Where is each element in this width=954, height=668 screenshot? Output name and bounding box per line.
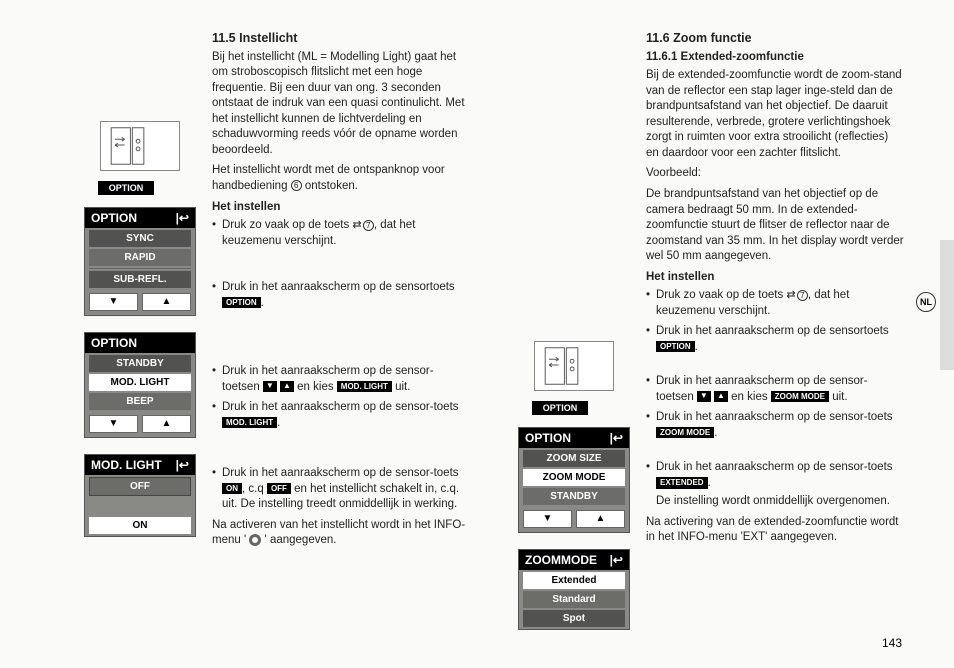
nav-up-icon: ▲ xyxy=(576,510,625,528)
menu-option-2: OPTION STANDBY MOD. LIGHT BEEP ▼ ▲ xyxy=(84,332,196,438)
up-arrow-icon: ▲ xyxy=(280,381,294,392)
menu-title-text: OPTION xyxy=(91,336,137,350)
example-label: Voorbeeld: xyxy=(646,166,904,182)
step-5: Druk in het aanraakscherm op de sensor-t… xyxy=(646,460,904,510)
menu-item-selected: MOD. LIGHT xyxy=(89,374,191,391)
menu-title: OPTION xyxy=(85,333,195,353)
setting-heading: Het instellen xyxy=(646,270,904,286)
right-text: 11.6 Zoom functie 11.6.1 Extended-zoomfu… xyxy=(646,30,904,648)
extended-badge: EXTENDED xyxy=(656,477,708,489)
menu-nav: ▼ ▲ xyxy=(85,412,195,437)
step-2: Druk in het aanraakscherm op de sensorto… xyxy=(212,280,470,311)
step-4: Druk in het aanraakscherm op de sensor-t… xyxy=(646,410,904,441)
menu-item: ZOOM SIZE xyxy=(523,450,625,467)
modlight-badge: MOD. LIGHT xyxy=(222,417,277,429)
nav-down-icon: ▼ xyxy=(89,415,138,433)
modlight-badge: MOD. LIGHT xyxy=(337,381,392,393)
flash-device-illustration xyxy=(534,341,614,391)
left-text: 11.5 Instellicht Bij het instellicht (ML… xyxy=(212,30,470,648)
menu-title-text: MOD. LIGHT xyxy=(91,458,162,472)
ref-7-icon: 7 xyxy=(363,220,374,231)
step-5-post: De instelling wordt onmiddellijk overgen… xyxy=(656,494,904,510)
page-number: 143 xyxy=(882,636,902,650)
example-text: De brandpuntsafstand van het objectief o… xyxy=(646,187,904,265)
menu-nav: ▼ ▲ xyxy=(85,290,195,315)
menu-modlight: MOD. LIGHT |↩ OFF ON xyxy=(84,454,196,537)
menu-title: ZOOMMODE |↩ xyxy=(519,550,629,570)
nav-down-icon: ▼ xyxy=(89,293,138,311)
step-1: Druk zo vaak op de toets ⇄ 7, dat het ke… xyxy=(212,218,470,249)
menu-item: BEEP xyxy=(89,393,191,410)
menu-zoommode: ZOOMMODE |↩ Extended Standard Spot xyxy=(518,549,630,630)
step-5: Druk in het aanraakscherm op de sensor-t… xyxy=(212,466,470,513)
step-3: Druk in het aanraakscherm op de sensor-t… xyxy=(646,374,904,405)
step-4: Druk in het aanraakscherm op de sensor-t… xyxy=(212,400,470,431)
menu-item: OFF xyxy=(89,477,191,496)
subsection-heading: 11.6.1 Extended-zoomfunctie xyxy=(646,50,904,66)
step-2: Druk in het aanraakscherm op de sensorto… xyxy=(646,324,904,355)
menu-item: STANDBY xyxy=(523,488,625,505)
ref-7-icon: 7 xyxy=(797,290,808,301)
menu-item: STANDBY xyxy=(89,355,191,372)
menu-item: Standard xyxy=(523,591,625,608)
menu-option-1: OPTION |↩ SYNC RAPID SUB-REFL. ▼ ▲ xyxy=(84,207,196,316)
menu-item: SUB-REFL. xyxy=(89,271,191,288)
language-bar xyxy=(940,240,954,370)
return-icon: |↩ xyxy=(610,553,623,567)
menu-item: SYNC xyxy=(89,230,191,247)
light-indicator-icon xyxy=(249,534,261,546)
nav-up-icon: ▲ xyxy=(142,415,191,433)
menu-title-text: OPTION xyxy=(91,211,137,225)
menu-title: OPTION |↩ xyxy=(519,428,629,448)
menu-title-text: ZOOMMODE xyxy=(525,553,597,567)
intro-paragraph: Bij het instellicht (ML = Modelling Ligh… xyxy=(212,50,470,159)
menu-item-selected: Extended xyxy=(523,572,625,589)
zoommode-badge: ZOOM MODE xyxy=(771,391,829,403)
right-illustrations: OPTION OPTION |↩ ZOOM SIZE ZOOM MODE STA… xyxy=(514,30,634,648)
menu-item: Spot xyxy=(523,610,625,627)
right-column: OPTION OPTION |↩ ZOOM SIZE ZOOM MODE STA… xyxy=(514,30,904,648)
zoommode-badge: ZOOM MODE xyxy=(656,427,714,439)
manual-page: OPTION OPTION |↩ SYNC RAPID SUB-REFL. ▼ … xyxy=(0,0,954,668)
footer-note: Na activering van de extended-zoomfuncti… xyxy=(646,515,904,546)
left-column: OPTION OPTION |↩ SYNC RAPID SUB-REFL. ▼ … xyxy=(80,30,470,648)
intro-paragraph: Bij de extended-zoomfunctie wordt de zoo… xyxy=(646,68,904,161)
menu-item-selected: ON xyxy=(89,517,191,534)
menu-item-spacer xyxy=(89,498,191,515)
down-arrow-icon: ▼ xyxy=(697,391,711,402)
language-indicator: NL xyxy=(916,292,936,312)
return-icon: |↩ xyxy=(176,211,189,225)
option-badge: OPTION xyxy=(222,297,261,309)
option-label-small: OPTION xyxy=(98,181,154,195)
swap-icon: ⇄ xyxy=(786,289,793,301)
section-heading: 11.6 Zoom functie xyxy=(646,30,904,47)
step-3: Druk in het aanraakscherm op de sensor-t… xyxy=(212,364,470,395)
up-arrow-icon: ▲ xyxy=(714,391,728,402)
return-icon: |↩ xyxy=(176,458,189,472)
setting-heading: Het instellen xyxy=(212,200,470,216)
section-heading: 11.5 Instellicht xyxy=(212,30,470,47)
ref-6-icon: 6 xyxy=(291,180,302,191)
footer-note: Na activeren van het instellicht wordt i… xyxy=(212,518,470,549)
swap-icon: ⇄ xyxy=(352,219,359,231)
step-1: Druk zo vaak op de toets ⇄ 7, dat het ke… xyxy=(646,288,904,319)
flash-device-illustration xyxy=(100,121,180,171)
return-icon: |↩ xyxy=(610,431,623,445)
menu-title: OPTION |↩ xyxy=(85,208,195,228)
menu-nav: ▼ ▲ xyxy=(519,507,629,532)
menu-title: MOD. LIGHT |↩ xyxy=(85,455,195,475)
option-label-small: OPTION xyxy=(532,401,588,415)
menu-item-selected: ZOOM MODE xyxy=(523,469,625,486)
manual-line: Het instellicht wordt met de ontspanknop… xyxy=(212,163,470,194)
left-illustrations: OPTION OPTION |↩ SYNC RAPID SUB-REFL. ▼ … xyxy=(80,30,200,648)
nav-down-icon: ▼ xyxy=(523,510,572,528)
menu-option-zoom: OPTION |↩ ZOOM SIZE ZOOM MODE STANDBY ▼ … xyxy=(518,427,630,533)
on-badge: ON xyxy=(222,483,242,495)
down-arrow-icon: ▼ xyxy=(263,381,277,392)
option-badge: OPTION xyxy=(656,341,695,353)
nav-up-icon: ▲ xyxy=(142,293,191,311)
off-badge: OFF xyxy=(267,483,291,495)
menu-item: RAPID xyxy=(89,249,191,266)
menu-title-text: OPTION xyxy=(525,431,571,445)
